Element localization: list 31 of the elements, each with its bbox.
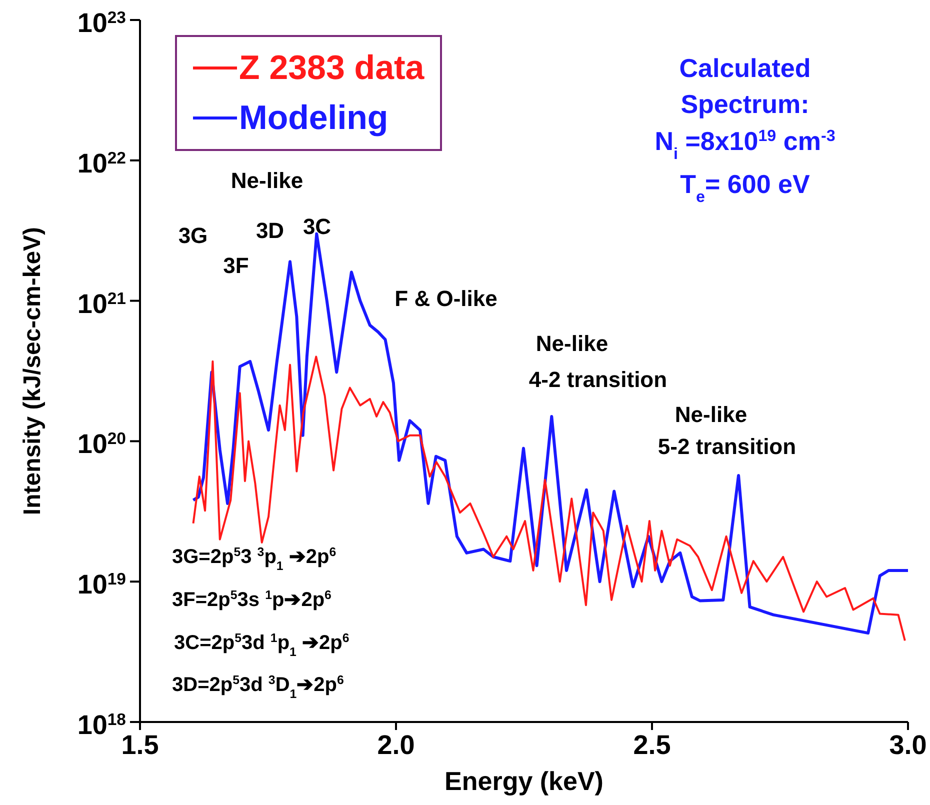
y-tick-label: 10$^{20}$ bbox=[77, 428, 126, 460]
annotation: 3G bbox=[178, 223, 208, 248]
annotation: T$_{e}$= 600 eV bbox=[680, 169, 810, 206]
x-tick-label: 2.5 bbox=[633, 730, 671, 760]
annotation: 3D bbox=[256, 218, 284, 243]
legend-label: Z 2383 data bbox=[239, 48, 424, 88]
annotation: Spectrum: bbox=[680, 89, 810, 119]
x-axis-title: Energy (keV) bbox=[444, 766, 604, 796]
annotation: 3C=2p$^{5}$3d $^{1}$p$_{1}$ ➔2p$^{6}$ bbox=[174, 631, 350, 659]
y-tick-label: 10$^{19}$ bbox=[77, 569, 126, 600]
y-axis-title: Intensity (kJ/sec-cm-keV) bbox=[19, 226, 46, 516]
annotation: 5-2 transition bbox=[658, 434, 796, 459]
annotation: 3F bbox=[223, 253, 249, 278]
annotation: 3F=2p$^{5}$3s $^{1}$p➔2p$^{6}$ bbox=[172, 588, 332, 611]
annotation: 4-2 transition bbox=[528, 367, 668, 392]
annotation: F & O-like bbox=[394, 286, 498, 311]
annotation: Ne-like bbox=[536, 331, 608, 356]
legend-label: Modeling bbox=[239, 98, 388, 138]
x-tick-label: 3.0 bbox=[889, 730, 927, 760]
annotation: Ne-like bbox=[674, 402, 748, 427]
y-tick-label: 10$^{21}$ bbox=[77, 288, 126, 319]
y-tick-label: 10$^{22}$ bbox=[77, 148, 126, 178]
annotation: N$_{i}$ =8x10$^{19}$ cm$^{-3}$ bbox=[654, 126, 836, 163]
annotation: 3C bbox=[302, 214, 332, 239]
annotation: Calculated bbox=[679, 53, 811, 83]
annotation: 3D=2p$^{5}$3d $^{3}$D$_{1}$➔2p$^{6}$ bbox=[172, 673, 344, 701]
y-tick-label: 10$^{23}$ bbox=[77, 8, 126, 38]
x-tick-label: 1.5 bbox=[121, 730, 159, 760]
annotation: 3G=2p$^{5}$3 $^{3}$p$_{1}$ ➔2p$^{6}$ bbox=[172, 545, 336, 573]
annotation: Ne-like bbox=[230, 168, 304, 193]
x-tick-label: 2.0 bbox=[377, 730, 415, 760]
